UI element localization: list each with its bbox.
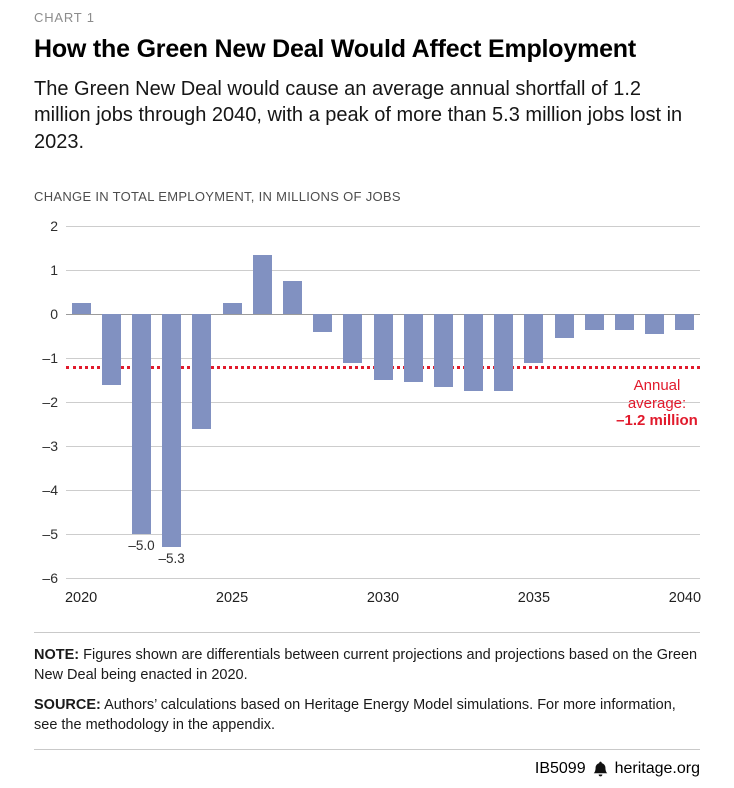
gridline <box>66 578 700 580</box>
bar-2027 <box>282 281 302 315</box>
y-tick-label: –5 <box>42 526 58 543</box>
gridline <box>66 534 700 536</box>
bar-2032 <box>433 314 453 387</box>
bar-2023 <box>162 314 182 548</box>
x-tick-label: 2030 <box>366 590 400 607</box>
bar-2028 <box>313 314 333 332</box>
bar-2026 <box>252 254 272 315</box>
bar-2021 <box>101 314 121 385</box>
divider-bottom <box>34 749 700 751</box>
bar-2039 <box>645 314 665 334</box>
gridline <box>66 490 700 492</box>
gridline <box>66 446 700 448</box>
bar-2035 <box>524 314 544 363</box>
heritage-bell-icon <box>593 761 608 777</box>
note-text: Figures shown are differentials between … <box>34 647 698 684</box>
y-tick-label: 0 <box>50 306 58 323</box>
bar-2031 <box>403 314 423 383</box>
bar-2036 <box>554 314 574 339</box>
bar-2030 <box>373 314 393 381</box>
page-title: How the Green New Deal Would Affect Empl… <box>34 35 636 63</box>
y-tick-label: –6 <box>42 570 58 587</box>
note: NOTE: Figures shown are differentials be… <box>34 645 700 685</box>
plot-area: –5.0 –5.3 Annual average: –1.2 million <box>66 226 700 580</box>
x-tick-label: 2040 <box>668 590 702 607</box>
bar-2040 <box>675 314 695 330</box>
gridline <box>66 402 700 404</box>
x-tick-label: 2035 <box>517 590 551 607</box>
y-tick-label: –3 <box>42 438 58 455</box>
y-tick-label: –4 <box>42 482 58 499</box>
note-label: NOTE: <box>34 647 80 664</box>
heritage-link[interactable]: heritage.org <box>614 760 700 778</box>
average-annotation-value: –1.2 million <box>616 412 698 430</box>
bar-2029 <box>343 314 363 363</box>
bar-2024 <box>192 314 212 429</box>
employment-bar-chart: 2 1 0 –1 –2 –3 –4 –5 –6 –5.0 –5.3 Annual average: –… <box>34 218 702 608</box>
report-id: IB5099 <box>534 760 586 778</box>
divider-top <box>34 632 700 634</box>
bar-2037 <box>584 314 604 330</box>
chart-axis-title: CHANGE IN TOTAL EMPLOYMENT, IN MILLIONS … <box>34 189 401 205</box>
bar-value-label: –5.3 <box>158 551 185 567</box>
bar-2025 <box>222 303 242 315</box>
gridline <box>66 226 700 228</box>
y-tick-label: –1 <box>42 350 58 367</box>
footer: IB5099 heritage.org <box>34 760 700 788</box>
x-tick-label: 2020 <box>64 590 98 607</box>
gridline <box>66 270 700 272</box>
source-text: Authors’ calculations based on Heritage … <box>34 697 676 734</box>
y-axis: 2 1 0 –1 –2 –3 –4 –5 –6 <box>34 218 58 586</box>
source-label: SOURCE: <box>34 697 101 714</box>
bar-2020 <box>71 303 91 315</box>
bar-2033 <box>464 314 484 392</box>
y-tick-label: 2 <box>50 218 58 235</box>
x-axis: 2020 2025 2030 2035 2040 <box>64 590 702 608</box>
chart-kicker: CHART 1 <box>34 10 95 25</box>
y-tick-label: 1 <box>50 262 58 279</box>
x-tick-label: 2025 <box>215 590 249 607</box>
bar-2038 <box>615 314 635 330</box>
average-annotation-label: Annual average: <box>627 376 687 412</box>
source: SOURCE: Authors’ calculations based on H… <box>34 695 700 735</box>
y-tick-label: –2 <box>42 394 58 411</box>
chart-subtitle: The Green New Deal would cause an averag… <box>34 78 683 153</box>
bar-value-label: –5.0 <box>128 538 155 554</box>
average-annotation: Annual average: –1.2 million <box>614 377 700 430</box>
bar-2034 <box>494 314 514 392</box>
bar-2022 <box>131 314 151 535</box>
